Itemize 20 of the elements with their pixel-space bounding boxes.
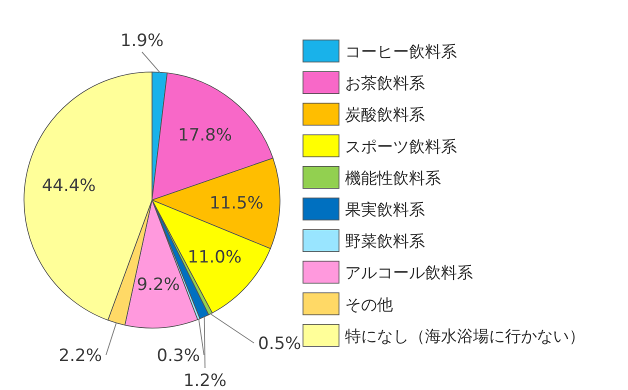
data-label: 11.0% [188, 248, 242, 268]
legend-label: コーヒー飲料系 [345, 42, 457, 61]
legend-label: 果実飲料系 [345, 200, 425, 219]
legend-label: 炭酸飲料系 [345, 105, 425, 124]
data-label: 1.2% [183, 371, 227, 390]
legend-label: 野菜飲料系 [345, 232, 425, 251]
data-label: 11.5% [209, 193, 264, 214]
legend-label: その他 [345, 294, 393, 314]
data-label: 2.2% [58, 346, 102, 366]
data-label: 0.5% [258, 334, 302, 354]
legend-label: 機能性飲料系 [345, 168, 441, 188]
data-label: 9.2% [136, 275, 180, 296]
legend-label: スポーツ飲料系 [345, 136, 457, 156]
data-label: 1.9% [120, 31, 164, 51]
data-label: 44.4% [42, 176, 96, 196]
data-label: 0.3% [156, 346, 200, 366]
legend-label: アルコール飲料系 [345, 263, 473, 282]
legend-label: お茶飲料系 [345, 74, 425, 93]
legend-label: 特になし（海水浴場に行かない） [345, 326, 585, 346]
data-label: 17.8% [178, 125, 232, 146]
